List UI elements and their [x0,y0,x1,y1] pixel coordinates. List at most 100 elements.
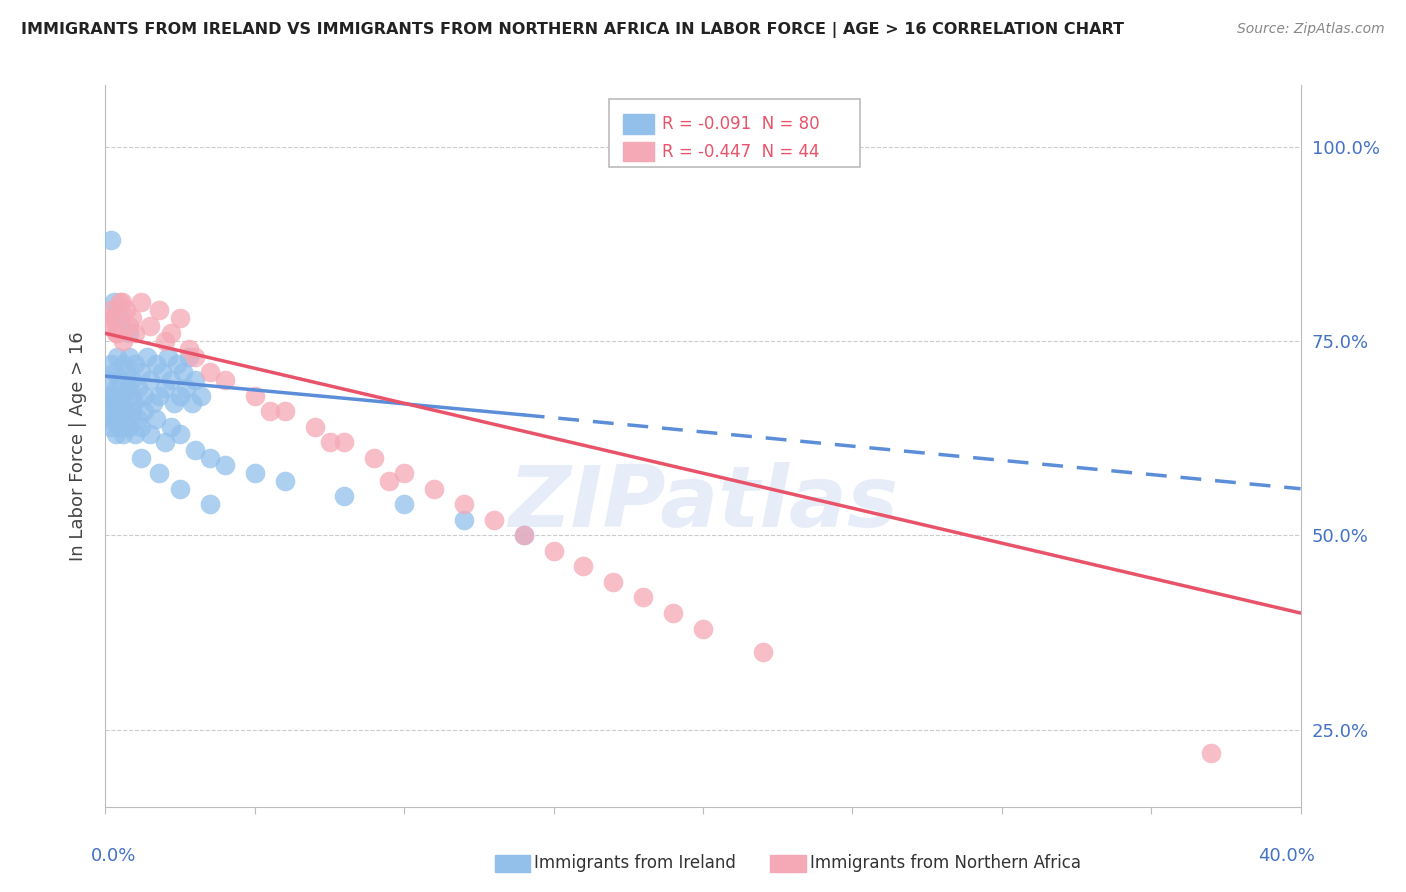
Point [115,303,138,318]
Point [100,419,122,434]
Point [139,373,162,387]
Point [190,388,212,402]
Point [392,497,416,511]
Point [198,365,221,379]
Point [98,310,121,325]
Point [482,513,505,527]
Text: 40.0%: 40.0% [1258,847,1315,865]
Point [103,295,125,310]
Point [107,350,129,364]
Point [662,606,685,620]
Point [127,381,149,395]
Point [177,342,200,356]
Point [115,365,138,379]
Point [110,295,132,310]
Point [243,466,266,480]
Point [184,350,207,364]
Point [198,497,221,511]
Text: Immigrants from Northern Africa: Immigrants from Northern Africa [810,855,1081,872]
Point [692,622,714,636]
Point [363,450,385,465]
Text: Source: ZipAtlas.com: Source: ZipAtlas.com [1237,22,1385,37]
Point [97,373,120,387]
Point [169,388,191,402]
Point [129,450,153,465]
Point [97,318,120,333]
Point [169,427,191,442]
Point [304,419,326,434]
Point [98,396,121,410]
Point [453,513,475,527]
Point [107,404,129,418]
Point [124,358,146,372]
Point [273,474,295,488]
Point [110,396,132,410]
Point [423,482,446,496]
Point [118,326,141,341]
Point [98,404,121,418]
Point [273,404,295,418]
Point [124,427,146,442]
Point [378,474,401,488]
Point [129,365,153,379]
Point [114,404,136,418]
Point [122,396,145,410]
Point [160,373,183,387]
Point [157,350,180,364]
Point [100,233,122,247]
Point [108,419,131,434]
Point [392,466,416,480]
Point [103,310,125,325]
Point [148,303,170,318]
Point [153,381,177,395]
Point [110,310,132,325]
Point [111,388,134,402]
Point [145,412,167,426]
Point [163,396,186,410]
Point [513,528,536,542]
Point [214,373,236,387]
Point [153,435,177,450]
Point [100,303,122,318]
Point [104,381,127,395]
Point [148,388,170,402]
Text: 0.0%: 0.0% [91,847,136,865]
Point [104,326,127,341]
Point [172,365,194,379]
Point [184,373,207,387]
Point [101,388,124,402]
Point [333,490,356,504]
Point [243,388,266,402]
Point [453,497,475,511]
Point [142,396,165,410]
Point [124,326,146,341]
Point [318,435,340,450]
Point [513,528,536,542]
Point [117,381,139,395]
Point [112,358,135,372]
Point [129,295,153,310]
Text: IMMIGRANTS FROM IRELAND VS IMMIGRANTS FROM NORTHERN AFRICA IN LABOR FORCE | AGE : IMMIGRANTS FROM IRELAND VS IMMIGRANTS FR… [21,22,1123,38]
Point [127,412,149,426]
Point [1199,746,1222,760]
Point [169,310,191,325]
Point [543,544,565,558]
Point [198,450,221,465]
Point [139,427,162,442]
Point [214,458,236,473]
Point [104,427,127,442]
Point [166,358,188,372]
Point [118,419,141,434]
Point [96,388,118,402]
Text: ZIPatlas: ZIPatlas [508,462,898,545]
Point [136,350,159,364]
Y-axis label: In Labor Force | Age > 16: In Labor Force | Age > 16 [69,331,87,561]
Point [153,334,177,348]
Point [111,295,134,310]
Point [174,381,197,395]
Point [148,466,170,480]
Point [115,412,138,426]
Point [139,318,162,333]
Point [633,591,655,605]
Point [121,373,143,387]
